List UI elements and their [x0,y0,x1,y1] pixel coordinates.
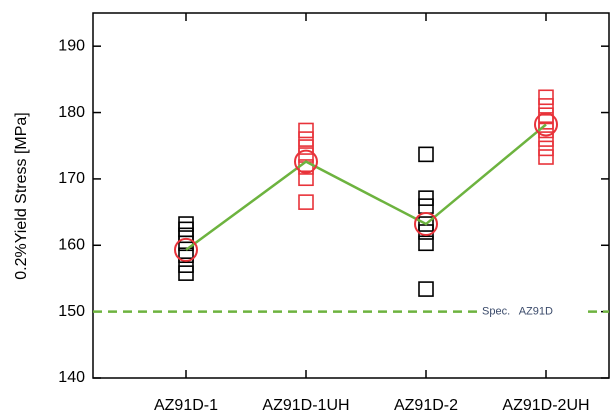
mean-marker [174,237,198,262]
data-square [178,221,194,238]
data-square [298,170,314,187]
data-square [178,247,194,264]
data-square [538,131,554,147]
x-tick-label: AZ91D-2UH [502,397,589,414]
data-square [538,89,554,106]
y-tick-label: 160 [58,236,85,253]
reference-label-bg [478,302,582,321]
reference-label: Spec. AZ91D [482,306,553,318]
data-square [538,114,554,130]
x-tick-label: AZ91D-1UH [262,397,349,414]
data-square [538,140,554,157]
y-tick-label: 170 [58,170,85,187]
data-square [418,198,434,214]
plot-frame [92,12,610,379]
x-tick-label: AZ91D-2 [394,397,458,414]
data-square [298,131,314,147]
data-square [418,281,434,297]
data-square [298,122,314,139]
data-square [298,194,314,210]
data-square [298,139,314,155]
y-tick-label: 180 [58,104,85,121]
y-tick-label: 150 [58,303,85,320]
mean-line [185,123,547,251]
data-square [418,146,434,163]
data-square [178,227,194,244]
y-axis-label: 0.2%Yield Stress [MPa] [13,112,30,279]
data-square [538,149,554,165]
data-square [418,235,434,252]
y-tick-label: 190 [58,37,85,54]
y-tick-label: 140 [58,369,85,386]
mean-marker [294,149,318,174]
data-square [178,265,194,281]
data-square [418,216,434,232]
mean-marker [414,212,438,237]
data-square [178,257,194,273]
data-square [538,98,554,114]
data-square [418,190,434,206]
mean-marker [534,112,558,137]
x-tick-label: AZ91D-1 [154,397,218,414]
